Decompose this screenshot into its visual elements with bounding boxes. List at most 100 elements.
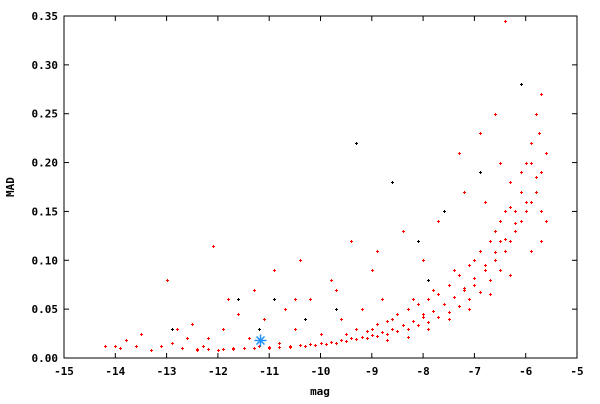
data-point (335, 342, 338, 345)
data-point (114, 345, 117, 348)
data-point (320, 333, 323, 336)
y-tick-label: 0.30 (32, 59, 59, 72)
data-point (545, 152, 548, 155)
data-point (361, 308, 364, 311)
data-point (273, 298, 276, 301)
data-point (314, 344, 317, 347)
data-point (468, 308, 471, 311)
data-point (350, 337, 353, 340)
data-point (273, 269, 276, 272)
y-tick-label: 0.20 (32, 157, 59, 170)
data-point (412, 320, 415, 323)
data-point (371, 269, 374, 272)
data-point (237, 298, 240, 301)
data-point (371, 328, 374, 331)
data-point (202, 345, 205, 348)
data-point (530, 201, 533, 204)
data-point (309, 298, 312, 301)
data-point (535, 191, 538, 194)
data-point (437, 293, 440, 296)
data-point (407, 328, 410, 331)
data-point (325, 343, 328, 346)
data-point (104, 345, 107, 348)
y-tick-label: 0.35 (32, 10, 59, 23)
data-point (299, 344, 302, 347)
data-point (525, 162, 528, 165)
data-point (540, 240, 543, 243)
data-point (540, 210, 543, 213)
data-point (376, 250, 379, 253)
data-point (458, 305, 461, 308)
data-point (514, 230, 517, 233)
data-point (437, 220, 440, 223)
data-point (432, 289, 435, 292)
data-point (253, 347, 256, 350)
data-point (412, 298, 415, 301)
data-point (135, 345, 138, 348)
data-point (437, 316, 440, 319)
data-point (499, 269, 502, 272)
data-point (361, 336, 364, 339)
data-point (504, 238, 507, 241)
x-tick-label: -5 (570, 365, 583, 378)
data-point (366, 337, 369, 340)
data-point (520, 220, 523, 223)
data-point (484, 269, 487, 272)
data-point (504, 210, 507, 213)
data-point (489, 293, 492, 296)
data-point (520, 83, 523, 86)
data-point (237, 313, 240, 316)
data-point (427, 298, 430, 301)
data-point (540, 93, 543, 96)
data-point (538, 132, 541, 135)
data-point (509, 181, 512, 184)
data-point (278, 342, 281, 345)
data-point (417, 303, 420, 306)
data-point (376, 335, 379, 338)
data-point (166, 279, 169, 282)
data-point (499, 240, 502, 243)
data-point (427, 328, 430, 331)
data-point (458, 152, 461, 155)
data-point (181, 347, 184, 350)
data-point (494, 113, 497, 116)
data-point (427, 321, 430, 324)
data-point (340, 318, 343, 321)
data-point (463, 191, 466, 194)
data-point (391, 181, 394, 184)
x-tick-label: -8 (416, 365, 429, 378)
y-tick-label: 0.00 (32, 352, 59, 365)
x-tick-label: -13 (157, 365, 177, 378)
data-point (196, 348, 199, 351)
data-point (484, 201, 487, 204)
data-point (330, 341, 333, 344)
data-point (448, 284, 451, 287)
data-point (514, 222, 517, 225)
data-point (222, 328, 225, 331)
data-point (530, 162, 533, 165)
data-point (350, 240, 353, 243)
x-tick-label: -10 (311, 365, 331, 378)
x-tick-label: -7 (468, 365, 481, 378)
data-point (509, 240, 512, 243)
y-tick-label: 0.05 (32, 303, 59, 316)
data-point (294, 328, 297, 331)
data-point (294, 298, 297, 301)
data-point (432, 310, 435, 313)
data-point (535, 113, 538, 116)
data-point (479, 291, 482, 294)
data-point (479, 171, 482, 174)
data-point (335, 289, 338, 292)
data-point (473, 277, 476, 280)
data-point (479, 132, 482, 135)
data-point (232, 347, 235, 350)
data-point (489, 240, 492, 243)
data-point (371, 334, 374, 337)
data-point (458, 274, 461, 277)
data-point (345, 340, 348, 343)
data-point (407, 308, 410, 311)
x-axis-label: mag (310, 385, 330, 398)
data-point (160, 345, 163, 348)
data-point (299, 259, 302, 262)
data-point (396, 330, 399, 333)
